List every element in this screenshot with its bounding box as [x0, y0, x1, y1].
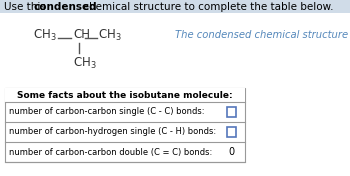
- Text: CH: CH: [73, 29, 90, 42]
- Bar: [5, 88, 245, 102]
- Text: number of carbon-carbon double (C = C) bonds:: number of carbon-carbon double (C = C) b…: [9, 147, 212, 156]
- Text: 0: 0: [228, 147, 234, 157]
- Text: condensed: condensed: [34, 2, 98, 11]
- Text: chemical structure to complete the table below.: chemical structure to complete the table…: [80, 2, 334, 11]
- Bar: [226, 107, 236, 117]
- Text: CH$_3$: CH$_3$: [33, 27, 57, 43]
- Bar: [0, 0, 350, 13]
- Text: number of carbon-carbon single (C - C) bonds:: number of carbon-carbon single (C - C) b…: [9, 108, 204, 117]
- Text: Use this: Use this: [4, 2, 49, 11]
- Text: CH$_3$: CH$_3$: [98, 27, 122, 43]
- Bar: [5, 88, 245, 162]
- Bar: [226, 127, 236, 137]
- Text: CH$_3$: CH$_3$: [73, 56, 97, 71]
- Text: Some facts about the isobutane molecule:: Some facts about the isobutane molecule:: [17, 90, 233, 99]
- Text: The condensed chemical structure of isobutane: The condensed chemical structure of isob…: [175, 30, 350, 40]
- Text: number of carbon-hydrogen single (C - H) bonds:: number of carbon-hydrogen single (C - H)…: [9, 127, 216, 137]
